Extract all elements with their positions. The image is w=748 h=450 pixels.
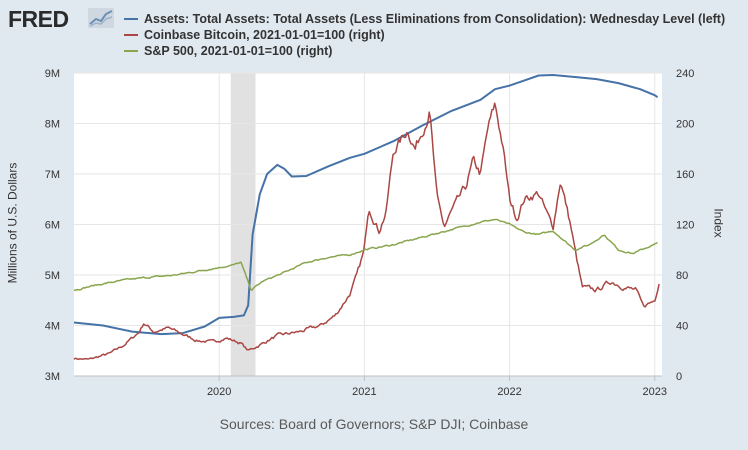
legend-label-assets: Assets: Total Assets: Total Assets (Less… bbox=[144, 12, 726, 26]
fred-logo[interactable]: FRED bbox=[8, 6, 69, 32]
legend-label-sp500: S&P 500, 2021-01-01=100 (right) bbox=[144, 44, 333, 58]
legend-swatch-assets bbox=[124, 18, 138, 20]
y-left-tick-label: 7M bbox=[45, 169, 60, 181]
y-left-tick-label: 4M bbox=[45, 321, 60, 333]
y-axis-left-title: Millions of U.S. Dollars bbox=[5, 162, 20, 284]
y-left-tick-label: 6M bbox=[45, 220, 60, 232]
legend-item-assets[interactable]: Assets: Total Assets: Total Assets (Less… bbox=[124, 11, 725, 27]
y-axis-right-title: Index bbox=[711, 208, 726, 238]
y-left-tick-label: 8M bbox=[45, 119, 60, 131]
y-right-tick-label: 120 bbox=[676, 220, 694, 232]
legend-item-sp500[interactable]: S&P 500, 2021-01-01=100 (right) bbox=[124, 43, 725, 59]
chart-legend: Assets: Total Assets: Total Assets (Less… bbox=[124, 11, 725, 59]
chart-trend-icon bbox=[88, 8, 114, 28]
y-right-tick-label: 160 bbox=[676, 169, 694, 181]
line-chart: 3M 4M 5M 6M 7M 8M 9M 0 40 80 120 160 200 240 2020 2021 2… bbox=[45, 68, 695, 398]
legend-swatch-bitcoin bbox=[124, 34, 138, 36]
series-line-bitcoin bbox=[73, 102, 660, 361]
y-left-tick-label: 3M bbox=[45, 371, 60, 383]
y-right-tick-label: 80 bbox=[676, 270, 688, 282]
y-right-tick-label: 40 bbox=[676, 321, 688, 333]
y-left-tick-label: 9M bbox=[45, 68, 60, 80]
y-right-tick-label: 240 bbox=[676, 68, 694, 80]
y-right-tick-label: 0 bbox=[676, 371, 682, 383]
legend-swatch-sp500 bbox=[124, 50, 138, 52]
y-left-tick-label: 5M bbox=[45, 270, 60, 282]
y-right-tick-label: 200 bbox=[676, 119, 694, 131]
series-line-assets bbox=[73, 74, 659, 336]
legend-label-bitcoin: Coinbase Bitcoin, 2021-01-01=100 (right) bbox=[144, 28, 385, 42]
sources-footer: Sources: Board of Governors; S&P DJI; Co… bbox=[219, 416, 529, 432]
x-tick-label: 2023 bbox=[642, 386, 666, 398]
x-tick-label: 2021 bbox=[352, 386, 376, 398]
series-line-sp500 bbox=[74, 218, 658, 292]
legend-item-bitcoin[interactable]: Coinbase Bitcoin, 2021-01-01=100 (right) bbox=[124, 27, 725, 43]
x-tick-label: 2022 bbox=[497, 386, 521, 398]
x-tick-label: 2020 bbox=[207, 386, 231, 398]
